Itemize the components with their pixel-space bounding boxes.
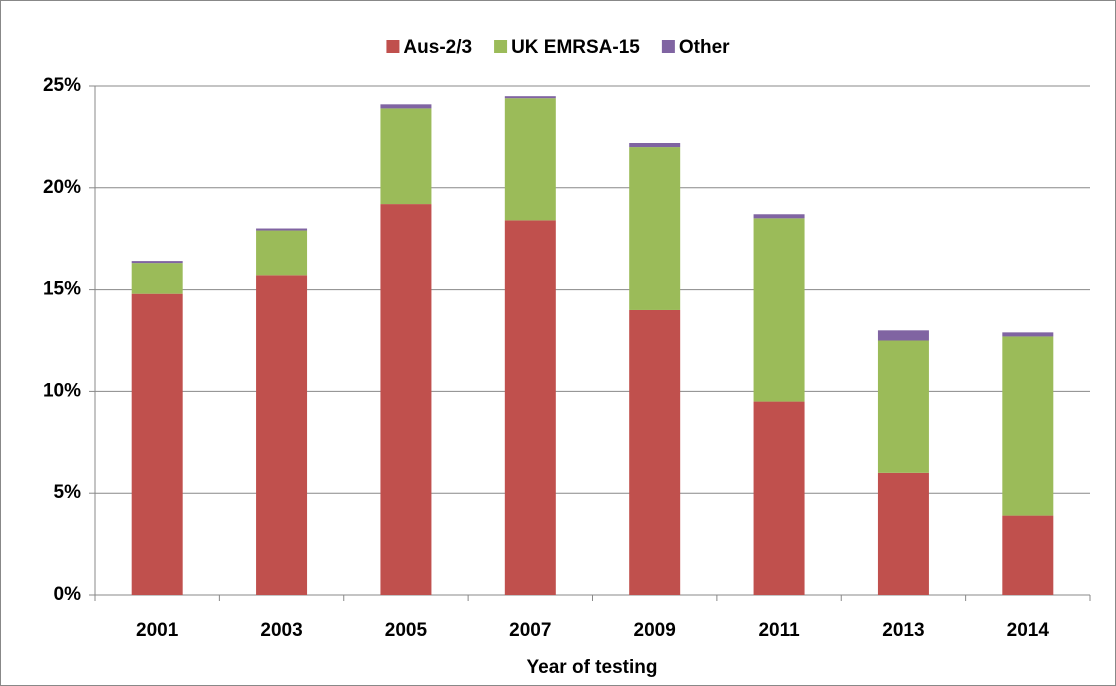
legend-swatch bbox=[386, 40, 400, 53]
bar-segment bbox=[380, 204, 432, 595]
bar-segment bbox=[504, 96, 556, 99]
y-tick-label: 5% bbox=[54, 482, 82, 503]
x-tick-label: 2013 bbox=[882, 620, 924, 641]
bar-segment bbox=[629, 143, 681, 148]
bar-segment bbox=[1002, 332, 1054, 337]
bar-segment bbox=[504, 220, 556, 595]
bar-segment bbox=[131, 261, 183, 264]
bar-segment bbox=[504, 98, 556, 221]
bar-segment bbox=[131, 293, 183, 595]
bar-segment bbox=[629, 147, 681, 310]
legend-swatch bbox=[661, 40, 675, 53]
bar-segment bbox=[629, 309, 681, 595]
bar-segment bbox=[877, 340, 929, 473]
bar-segment bbox=[877, 330, 929, 341]
bar-segment bbox=[753, 214, 805, 219]
bar-segment bbox=[877, 472, 929, 595]
x-tick-label: 2009 bbox=[634, 620, 676, 641]
legend-label: Other bbox=[679, 37, 730, 58]
bar-segment bbox=[753, 401, 805, 595]
y-tick-label: 25% bbox=[43, 75, 81, 96]
bar-segment bbox=[256, 230, 308, 276]
bar-segment bbox=[753, 218, 805, 402]
x-tick-label: 2014 bbox=[1007, 620, 1050, 641]
legend-label: UK EMRSA-15 bbox=[511, 37, 640, 58]
bar-segment bbox=[256, 275, 308, 595]
x-tick-label: 2003 bbox=[260, 620, 302, 641]
bar-segment bbox=[1002, 336, 1054, 516]
x-axis-label: Year of testing bbox=[527, 657, 658, 678]
y-tick-label: 0% bbox=[54, 584, 82, 605]
bar-segment bbox=[1002, 515, 1054, 595]
y-tick-label: 10% bbox=[43, 380, 81, 401]
bar-segment bbox=[380, 104, 432, 109]
y-tick-label: 15% bbox=[43, 279, 81, 300]
x-tick-label: 2005 bbox=[385, 620, 428, 641]
bar-segment bbox=[380, 108, 432, 205]
x-tick-label: 2001 bbox=[136, 620, 179, 641]
y-tick-label: 20% bbox=[43, 177, 81, 198]
legend-label: Aus-2/3 bbox=[403, 37, 472, 58]
bar-segment bbox=[256, 228, 308, 231]
bar-segment bbox=[131, 263, 183, 294]
x-tick-label: 2011 bbox=[758, 620, 800, 641]
legend-swatch bbox=[494, 40, 508, 53]
x-tick-label: 2007 bbox=[509, 620, 551, 641]
